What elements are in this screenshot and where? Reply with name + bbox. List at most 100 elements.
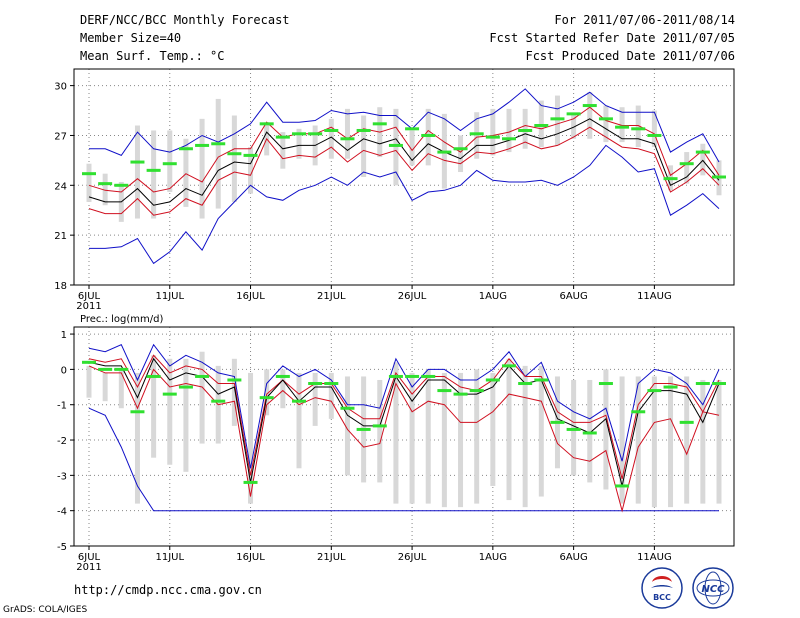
prec-spread-bar xyxy=(264,369,270,416)
forecast-started-label: Fcst Started Refer Date 2011/07/05 xyxy=(489,31,735,45)
temp-mean-line xyxy=(88,118,720,206)
prec-spread-bar xyxy=(651,376,657,508)
footer-url[interactable]: http://cmdp.ncc.cma.gov.cn xyxy=(74,583,262,597)
prec-spread-bar xyxy=(716,379,722,504)
prec-ytick-label: 1 xyxy=(61,330,67,341)
prec-ytick-label: -4 xyxy=(57,507,67,518)
variable-label: Mean Surf. Temp.: °C xyxy=(80,49,225,63)
temp-spread-bar xyxy=(409,130,415,166)
temp-spread-bar xyxy=(425,108,431,166)
prec-spread-bar xyxy=(603,369,609,490)
temp-xtick-label: 16JUL xyxy=(236,291,265,302)
temp-spread-bar xyxy=(571,113,577,139)
prec-spread-bar xyxy=(409,372,415,504)
prec-min-line xyxy=(88,407,719,512)
prec-spread-bar xyxy=(635,376,641,504)
temp-spread-bar xyxy=(86,163,92,202)
grads-credit: GrADS: COLA/IGES xyxy=(3,605,88,615)
temp-xtick-year: 2011 xyxy=(76,301,101,312)
temp-spread-bar xyxy=(134,125,140,219)
temp-spread-bar xyxy=(248,147,254,194)
precip-panel-title: Prec.: log(mm/d) xyxy=(80,314,163,325)
prec-spread-bar xyxy=(441,372,447,508)
temp-spread-bar xyxy=(280,132,286,169)
prec-spread-bar xyxy=(458,372,464,508)
temp-q1-line xyxy=(88,126,720,216)
temp-xtick-label: 6AUG xyxy=(559,291,587,302)
prec-xtick-label: 21JUL xyxy=(317,552,346,563)
temp-spread-bar xyxy=(361,115,367,177)
prec-spread-bar xyxy=(312,372,318,426)
temp-ytick-label: 21 xyxy=(54,231,67,242)
prec-spread-bar xyxy=(506,358,512,501)
prec-xtick-label: 6AUG xyxy=(559,552,587,563)
temp-spread-bar xyxy=(538,100,544,148)
temp-spread-bar xyxy=(458,135,464,173)
prec-spread-bar xyxy=(490,372,496,486)
prec-spread-bar xyxy=(668,376,674,508)
temp-xtick-label: 26JUL xyxy=(398,291,427,302)
prec-spread-bar xyxy=(377,379,383,483)
temp-spread-bar xyxy=(167,130,173,192)
prec-spread-bar xyxy=(102,372,108,402)
temp-max-line xyxy=(89,88,720,163)
prec-ytick-label: -1 xyxy=(57,401,67,412)
temp-spread-bar xyxy=(587,92,593,139)
temp-xtick-label: 21JUL xyxy=(317,291,346,302)
temp-spread-bar xyxy=(344,108,350,159)
prec-xtick-label: 11JUL xyxy=(155,552,184,563)
temp-spread-bar xyxy=(393,108,399,186)
temp-spread-bar xyxy=(603,105,609,143)
prec-max-line xyxy=(88,343,720,469)
prec-spread-bar xyxy=(280,369,286,409)
prec-xtick-label: 26JUL xyxy=(398,552,427,563)
prec-q3-line xyxy=(88,354,720,480)
prec-spread-bar xyxy=(522,365,528,508)
prec-xtick-label: 6JUL xyxy=(78,552,101,563)
temp-ytick-label: 27 xyxy=(54,131,67,142)
prec-spread-bar xyxy=(684,376,690,504)
temp-spread-bar xyxy=(490,108,496,156)
prec-spread-bar xyxy=(231,358,237,426)
temp-spread-bar xyxy=(231,115,237,202)
ncc-logo: NCC xyxy=(692,567,734,609)
prec-spread-bar xyxy=(248,372,254,504)
prec-ytick-label: 0 xyxy=(61,365,67,376)
prec-ytick-label: -2 xyxy=(57,436,67,447)
prec-spread-bar xyxy=(587,379,593,483)
temp-spread-bar xyxy=(102,173,108,206)
temp-xtick-label: 6JUL xyxy=(78,291,101,302)
prec-frame xyxy=(73,326,735,547)
member-size-label: Member Size=40 xyxy=(80,31,182,45)
temp-frame xyxy=(73,68,735,286)
chart-title: DERF/NCC/BCC Monthly Forecast xyxy=(80,13,290,27)
prec-spread-bar xyxy=(344,376,350,476)
prec-spread-bar xyxy=(474,369,480,504)
prec-spread-bar xyxy=(151,355,157,458)
temp-ytick-label: 24 xyxy=(54,181,67,192)
temp-spread-bar xyxy=(151,130,157,219)
prec-spread-bar xyxy=(199,351,205,444)
temp-spread-bar xyxy=(635,105,641,148)
prec-spread-bar xyxy=(700,379,706,504)
prec-spread-bar xyxy=(134,372,140,504)
prec-xtick-year: 2011 xyxy=(76,562,101,573)
prec-spread-bar xyxy=(571,379,577,476)
temp-spread-bar xyxy=(506,108,512,153)
temp-spread-bar xyxy=(328,118,334,159)
temp-spread-bar xyxy=(684,152,690,184)
ncc-logo-text: NCC xyxy=(701,584,725,595)
temp-spread-bar xyxy=(183,138,189,207)
bcc-logo-text: BCC xyxy=(653,593,671,602)
prec-spread-bar xyxy=(619,376,625,504)
prec-ytick-label: -5 xyxy=(57,542,67,553)
prec-spread-bar xyxy=(86,365,92,398)
temp-xtick-label: 11AUG xyxy=(637,291,672,302)
temp-spread-bar xyxy=(522,108,528,149)
prec-xtick-label: 16JUL xyxy=(236,552,265,563)
temp-spread-bar xyxy=(199,118,205,219)
temp-spread-bar xyxy=(619,107,625,143)
